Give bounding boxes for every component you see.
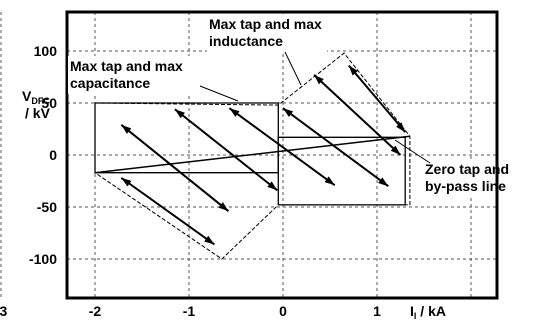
y-axis-label-main: V <box>22 88 32 104</box>
arrow-head <box>218 202 229 212</box>
arrow-head <box>204 235 215 245</box>
x-axis-label: Il / kA <box>410 303 446 321</box>
x-tick-label: -2 <box>89 303 102 319</box>
tick-labels: -3-2-1013100500-50-100 <box>0 43 381 319</box>
annotation-zero-tap-line1: Zero tap and <box>425 161 509 177</box>
x-tick-label: -1 <box>183 303 196 319</box>
double-arrow <box>282 107 389 188</box>
arrows <box>120 64 406 246</box>
y-axis-label: VDFC <box>22 88 50 106</box>
arrow-head <box>229 108 240 117</box>
annotation-max-inductance-line1: Max tap and max <box>209 16 322 32</box>
annotation-background <box>207 14 327 54</box>
y-tick-label: 50 <box>41 95 57 111</box>
annotation-background <box>423 160 495 196</box>
grid <box>0 12 497 298</box>
arrow-head <box>121 124 132 134</box>
y-tick-label: 100 <box>34 43 58 59</box>
arrow-head <box>396 122 406 133</box>
x-tick-label: 1 <box>373 303 381 319</box>
arrow-head <box>378 177 389 187</box>
double-arrow <box>313 74 402 156</box>
y-axis-unit: / kV <box>25 105 51 121</box>
annotation-zero-tap-line2: by-pass line <box>425 178 506 194</box>
x-tick-label: 0 <box>279 303 287 319</box>
y-axis-label-sub: DFC <box>31 96 50 106</box>
annotation-background <box>68 56 204 94</box>
annotation-max-capacitance-line2: capacitance <box>70 75 150 91</box>
regions <box>94 52 411 260</box>
leader-line-capacitance <box>199 85 239 102</box>
arrow-head <box>283 108 294 117</box>
annotation-max-capacitance-line1: Max tap and max <box>70 58 183 74</box>
y-tick-label: 0 <box>49 147 57 163</box>
plot-frame <box>65 10 499 300</box>
annotation-max-inductance-line2: inductance <box>209 33 283 49</box>
arrow-head <box>324 176 335 186</box>
double-arrow <box>228 107 336 186</box>
double-arrow <box>174 108 278 192</box>
arrow-head <box>267 181 278 191</box>
leader-line-inductance <box>284 51 302 86</box>
arrow-head <box>121 177 132 187</box>
arrow-head <box>314 74 324 85</box>
x-axis-label-main: I <box>410 303 414 319</box>
x-axis-label-sub: l <box>414 311 417 321</box>
inductive-region-box <box>277 136 406 206</box>
double-arrow <box>120 124 230 212</box>
arrow-head <box>348 65 358 76</box>
arrow-head <box>174 109 185 119</box>
double-arrow <box>120 177 215 246</box>
double-arrow <box>348 64 406 133</box>
series <box>94 135 410 174</box>
x-tick-label: -3 <box>0 303 7 319</box>
x-axis-label-unit: / kA <box>416 303 446 319</box>
leader-line-zero-tap <box>394 139 431 164</box>
y-tick-label: -50 <box>37 199 57 215</box>
operating-envelope <box>94 52 411 260</box>
zero-tap-line <box>94 135 410 174</box>
y-tick-label: -100 <box>29 251 57 267</box>
arrow-head <box>390 145 401 155</box>
